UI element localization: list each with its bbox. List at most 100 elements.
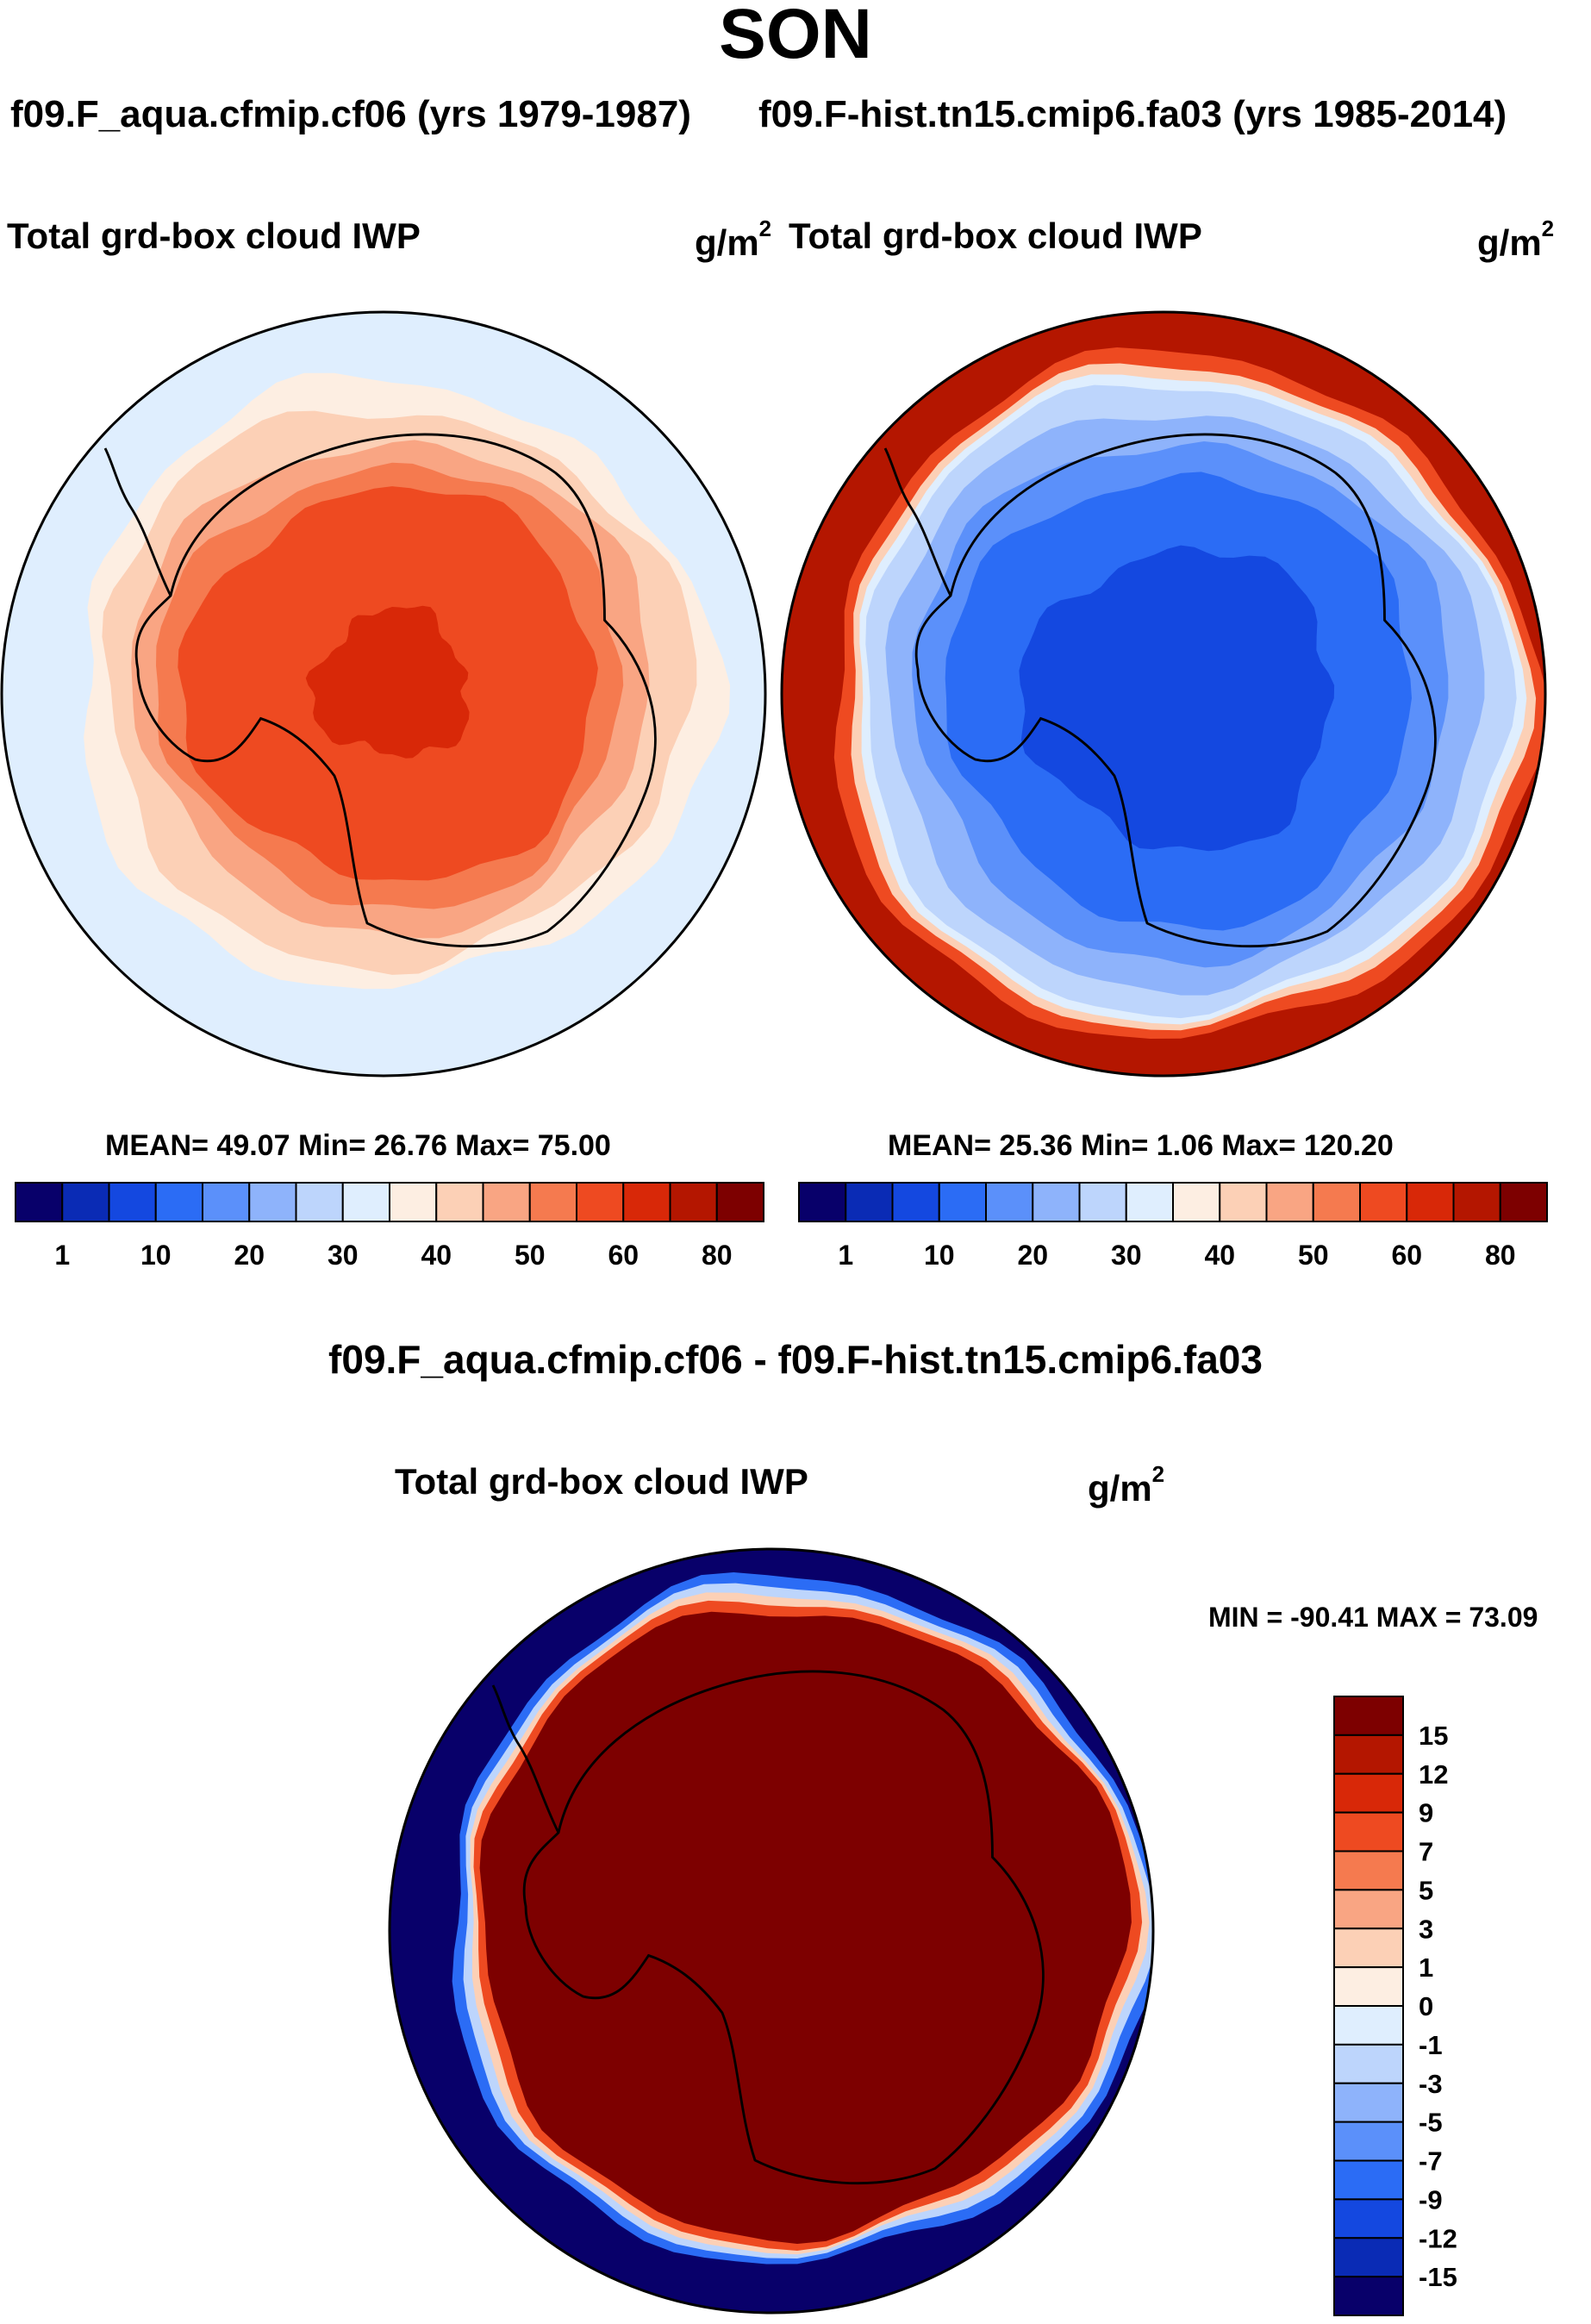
right-map-border xyxy=(780,310,1547,1078)
right-colorbar-swatch-7 xyxy=(1125,1182,1174,1222)
right-colorbar-tick-label: 80 xyxy=(1485,1240,1516,1271)
diff-variable-label: Total grd-box cloud IWP xyxy=(395,1461,808,1502)
diff-colorbar-swatch-12 xyxy=(1333,2159,1404,2201)
diff-colorbar-swatch-7 xyxy=(1333,1966,1404,2007)
diff-colorbar-swatch-15 xyxy=(1333,2276,1404,2316)
diff-colorbar-tick-label: 7 xyxy=(1419,1837,1433,1867)
right-case-title: f09.F-hist.tn15.cmip6.fa03 (yrs 1985-201… xyxy=(758,93,1507,135)
diff-colorbar-tick-label: 1 xyxy=(1419,1952,1433,1983)
left-colorbar-tick-label: 30 xyxy=(328,1240,359,1271)
left-map-border xyxy=(0,310,767,1078)
diff-contour-4 xyxy=(479,1611,1132,2244)
diff-colorbar-swatch-10 xyxy=(1333,2082,1404,2123)
left-colorbar-swatch-10 xyxy=(482,1182,531,1222)
right-colorbar-swatch-3 xyxy=(938,1182,987,1222)
left-colorbar-swatch-14 xyxy=(669,1182,718,1222)
right-colorbar-tick-label: 1 xyxy=(838,1240,853,1271)
diff-colorbar-swatch-9 xyxy=(1333,2043,1404,2084)
left-colorbar-swatch-1 xyxy=(61,1182,110,1222)
right-colorbar-tick-label: 30 xyxy=(1111,1240,1142,1271)
diff-colorbar-swatch-1 xyxy=(1333,1734,1404,1775)
diff-colorbar-tick-label: 15 xyxy=(1419,1721,1448,1751)
diff-colorbar-swatch-6 xyxy=(1333,1927,1404,1969)
diff-colorbar-tick-label: -1 xyxy=(1419,2030,1443,2060)
left-variable-label: Total grd-box cloud IWP xyxy=(7,216,421,256)
right-colorbar-swatch-4 xyxy=(985,1182,1034,1222)
left-colorbar-tick-label: 20 xyxy=(234,1240,265,1271)
right-colorbar-swatch-12 xyxy=(1359,1182,1408,1222)
left-colorbar-swatch-11 xyxy=(528,1182,577,1222)
left-colorbar-swatch-9 xyxy=(435,1182,484,1222)
left-colorbar-swatch-5 xyxy=(248,1182,297,1222)
difference-colorbar: 15 12 9 7 5 3 1 0 -1 -3 -5 -7 -9 -12 -15 xyxy=(1333,1696,1457,2316)
right-stats: MEAN= 25.36 Min= 1.06 Max= 120.20 xyxy=(888,1129,1394,1162)
left-colorbar-swatch-0 xyxy=(15,1182,64,1222)
left-colorbar-swatch-7 xyxy=(341,1182,390,1222)
right-colorbar-swatch-6 xyxy=(1078,1182,1127,1222)
difference-polar-map xyxy=(390,1549,1153,2313)
left-colorbar-swatch-3 xyxy=(154,1182,203,1222)
left-contour-7 xyxy=(305,605,470,759)
left-colorbar-tick-label: 80 xyxy=(702,1240,733,1271)
right-colorbar-tick-label: 40 xyxy=(1204,1240,1235,1271)
right-colorbar-swatch-9 xyxy=(1219,1182,1268,1222)
left-colorbar-swatch-8 xyxy=(389,1182,438,1222)
left-colorbar-swatch-15 xyxy=(715,1182,764,1222)
diff-map-border xyxy=(388,1547,1155,2315)
left-stats: MEAN= 49.07 Min= 26.76 Max= 75.00 xyxy=(105,1129,611,1162)
diff-colorbar-tick-label: -7 xyxy=(1419,2146,1443,2177)
right-colorbar: 1 10 20 30 40 50 60 80 xyxy=(798,1182,1548,1271)
right-colorbar-swatch-1 xyxy=(845,1182,894,1222)
right-variable-label: Total grd-box cloud IWP xyxy=(789,216,1202,256)
left-colorbar-tick-label: 60 xyxy=(608,1240,639,1271)
left-colorbar-swatch-2 xyxy=(108,1182,157,1222)
diff-colorbar-swatch-8 xyxy=(1333,2005,1404,2046)
diff-minmax: MIN = -90.41 MAX = 73.09 xyxy=(1208,1602,1538,1633)
left-colorbar-swatch-13 xyxy=(622,1182,671,1222)
diff-colorbar-swatch-13 xyxy=(1333,2198,1404,2240)
right-contour-7 xyxy=(1019,545,1335,852)
diff-units-label: g/m2 xyxy=(1088,1461,1165,1509)
diff-colorbar-tick-label: -9 xyxy=(1419,2184,1443,2215)
left-colorbar-swatch-12 xyxy=(576,1182,625,1222)
right-colorbar-swatch-10 xyxy=(1265,1182,1314,1222)
diff-colorbar-tick-label: -15 xyxy=(1419,2262,1457,2292)
left-colorbar-tick-label: 50 xyxy=(515,1240,546,1271)
left-colorbar-tick-label: 40 xyxy=(421,1240,452,1271)
diff-colorbar-tick-label: 9 xyxy=(1419,1798,1433,1828)
diff-colorbar-tick-label: -5 xyxy=(1419,2108,1443,2138)
diff-colorbar-swatch-5 xyxy=(1333,1889,1404,1930)
diff-colorbar-tick-label: 5 xyxy=(1419,1875,1433,1905)
left-colorbar: 1 10 20 30 40 50 60 80 xyxy=(15,1182,764,1271)
diff-colorbar-swatch-4 xyxy=(1333,1850,1404,1891)
right-colorbar-swatch-8 xyxy=(1172,1182,1221,1222)
diff-colorbar-swatch-14 xyxy=(1333,2237,1404,2278)
right-colorbar-tick-label: 20 xyxy=(1017,1240,1048,1271)
diff-colorbar-swatch-0 xyxy=(1333,1696,1404,1736)
left-colorbar-tick-label: 1 xyxy=(54,1240,70,1271)
diff-colorbar-tick-label: 3 xyxy=(1419,1914,1433,1944)
right-colorbar-swatch-13 xyxy=(1406,1182,1455,1222)
right-colorbar-swatch-15 xyxy=(1499,1182,1548,1222)
right-colorbar-swatch-11 xyxy=(1312,1182,1361,1222)
right-colorbar-swatch-5 xyxy=(1032,1182,1081,1222)
season-title: SON xyxy=(719,0,872,73)
diff-colorbar-tick-label: 12 xyxy=(1419,1759,1448,1790)
left-polar-map xyxy=(2,312,765,1076)
right-colorbar-swatch-14 xyxy=(1452,1182,1501,1222)
right-colorbar-tick-label: 50 xyxy=(1298,1240,1329,1271)
left-colorbar-tick-label: 10 xyxy=(140,1240,172,1271)
diff-colorbar-tick-label: -3 xyxy=(1419,2069,1443,2099)
diff-colorbar-tick-label: -12 xyxy=(1419,2223,1457,2253)
right-colorbar-swatch-2 xyxy=(891,1182,940,1222)
left-colorbar-swatch-6 xyxy=(295,1182,344,1222)
right-polar-map xyxy=(782,312,1545,1076)
right-colorbar-tick-label: 10 xyxy=(924,1240,955,1271)
diff-colorbar-swatch-11 xyxy=(1333,2121,1404,2162)
left-case-title: f09.F_aqua.cfmip.cf06 (yrs 1979-1987) xyxy=(10,93,691,135)
left-units-label: g/m2 xyxy=(695,216,772,263)
right-units-label: g/m2 xyxy=(1477,216,1555,263)
difference-title: f09.F_aqua.cfmip.cf06 - f09.F-hist.tn15.… xyxy=(328,1337,1263,1382)
right-colorbar-swatch-0 xyxy=(798,1182,847,1222)
